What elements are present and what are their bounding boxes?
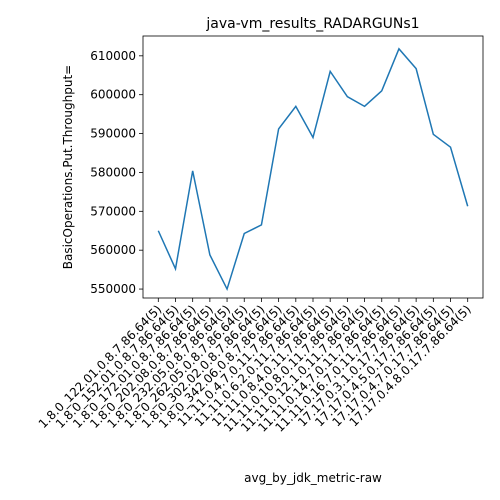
y-axis-label: BasicOperations.Put.Throughput= [61,65,75,269]
y-tick-label: 610000 [90,49,136,63]
y-tick-label: 600000 [90,88,136,102]
plot-frame [142,35,484,299]
y-tick-label: 580000 [90,165,136,179]
y-tick-label: 550000 [90,282,136,296]
x-axis-label: avg_by_jdk_metric-raw [244,471,382,485]
chart-title: java-vm_results_RADARGUNs1 [205,16,419,32]
line-series [157,47,469,292]
y-tick-label: 560000 [90,243,136,257]
y-tick-label: 570000 [90,204,136,218]
y-tick-label: 590000 [90,127,136,141]
